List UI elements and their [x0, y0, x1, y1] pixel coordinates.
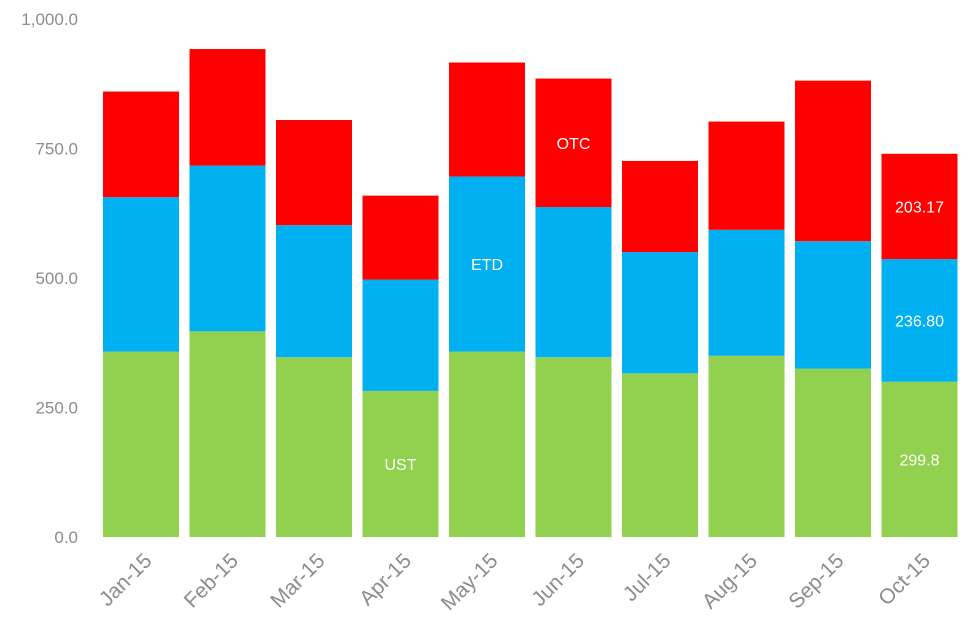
bar-segment-etd [189, 165, 266, 332]
x-tick-label: Mar-15 [266, 549, 329, 612]
bar-segment-ust [795, 368, 871, 537]
y-tick-label: 500.0 [35, 269, 78, 288]
x-tick-label: Aug-15 [698, 549, 762, 613]
bar-segment-ust [362, 390, 439, 537]
y-tick-label: 750.0 [35, 140, 78, 159]
series-name-label: ETD [471, 257, 503, 274]
bar-segment-otc [622, 160, 698, 253]
x-tick-label: Jul-15 [619, 549, 676, 606]
x-axis-ticks: Jan-15 Feb-15 Mar-15 Apr-15 May-15 Jun-15 Jul-… [95, 549, 935, 615]
bar-segment-otc [103, 91, 179, 198]
bar-segment-etd [535, 207, 612, 358]
x-tick-label: Apr-15 [355, 549, 416, 610]
data-label: 203.17 [895, 199, 944, 216]
bar-segment-etd [362, 279, 439, 391]
bar-segment-etd [103, 197, 179, 352]
bar-segment-ust [189, 331, 266, 537]
bar-segment-otc [795, 80, 871, 242]
x-tick-label: Jun-15 [527, 549, 589, 611]
bar-segment-ust [535, 357, 612, 537]
segment-labels: 299.8 236.80 203.17 UST ETD OTC [385, 136, 945, 474]
y-tick-label: 250.0 [35, 399, 78, 418]
bar-segment-etd [449, 176, 525, 352]
x-tick-label: Oct-15 [874, 549, 935, 610]
series-name-label: UST [385, 457, 417, 474]
bar-segment-otc [276, 120, 352, 226]
y-axis-ticks: 0.0 250.0 500.0 750.0 1,000.0 [21, 10, 78, 547]
data-label: 299.8 [899, 452, 939, 469]
y-tick-label: 0.0 [54, 528, 78, 547]
y-tick-label: 1,000.0 [21, 10, 78, 29]
bar-segment-ust [103, 351, 179, 537]
bar-segment-etd [708, 229, 785, 356]
x-tick-label: Sep-15 [784, 549, 848, 613]
bars [103, 49, 958, 537]
x-tick-label: Jan-15 [95, 549, 157, 611]
bar-segment-etd [622, 252, 698, 374]
bar-segment-ust [449, 351, 525, 537]
bar-segment-ust [276, 357, 352, 537]
x-tick-label: Feb-15 [180, 549, 243, 612]
bar-segment-otc [708, 121, 785, 230]
bar-segment-etd [795, 241, 871, 369]
bar-segment-etd [276, 225, 352, 358]
bar-segment-otc [881, 153, 958, 260]
x-tick-label: May-15 [437, 549, 503, 615]
bar-segment-ust [708, 355, 785, 537]
bar-segment-ust [622, 373, 698, 537]
data-label: 236.80 [895, 313, 944, 330]
bar-segment-otc [449, 62, 525, 177]
bar-segment-ust [881, 381, 958, 537]
series-name-label: OTC [557, 136, 591, 153]
bar-segment-etd [881, 259, 958, 382]
bar-segment-otc [535, 78, 612, 208]
bar-segment-otc [189, 49, 266, 166]
bar-segment-otc [362, 195, 439, 280]
